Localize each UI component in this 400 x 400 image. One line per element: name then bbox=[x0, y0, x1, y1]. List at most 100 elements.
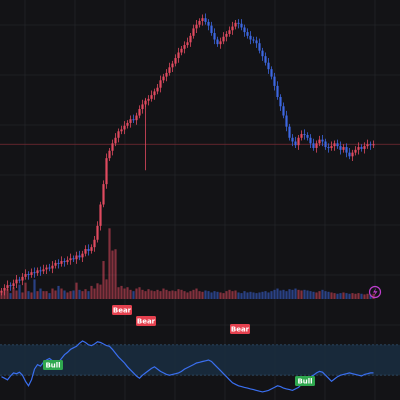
volume-bar bbox=[210, 292, 213, 299]
volume-bar bbox=[132, 291, 135, 299]
volume-bar bbox=[39, 288, 42, 299]
volume-bar bbox=[258, 292, 261, 299]
candle-body bbox=[225, 33, 228, 37]
candle-body bbox=[39, 270, 42, 272]
signal-tags: Bull Bear Bear Bear Bull bbox=[43, 305, 315, 386]
candle-body bbox=[258, 43, 261, 51]
candle-body bbox=[207, 21, 210, 26]
candle-body bbox=[204, 18, 207, 22]
signal-tag-bull: Bull bbox=[295, 376, 315, 386]
candle-body bbox=[357, 147, 360, 150]
volume-bar bbox=[162, 288, 165, 299]
candlestick-series bbox=[0, 13, 375, 296]
candle-body bbox=[24, 274, 27, 277]
candle-body bbox=[288, 126, 291, 138]
volume-bar bbox=[261, 291, 264, 299]
volume-bar bbox=[51, 288, 54, 299]
candle-body bbox=[0, 290, 3, 293]
candle-body bbox=[126, 122, 129, 126]
candle-body bbox=[141, 104, 144, 110]
candle-body bbox=[309, 137, 312, 144]
volume-bar bbox=[282, 289, 285, 299]
candle-body bbox=[150, 95, 153, 99]
volume-bar bbox=[363, 294, 366, 299]
volume-bar bbox=[150, 290, 153, 299]
signal-tag-bull: Bull bbox=[43, 360, 63, 370]
volume-bar bbox=[348, 293, 351, 299]
volume-bar bbox=[123, 288, 126, 299]
candle-body bbox=[264, 56, 267, 63]
signal-tag-box bbox=[43, 360, 63, 370]
volume-bar bbox=[321, 289, 324, 299]
candle-body bbox=[63, 261, 66, 263]
candle-body bbox=[48, 267, 51, 269]
candle-body bbox=[363, 146, 366, 149]
candle-body bbox=[84, 249, 87, 254]
volume-bar bbox=[21, 292, 24, 299]
candle-body bbox=[348, 152, 351, 157]
volume-bar bbox=[90, 285, 93, 299]
candle-body bbox=[252, 39, 255, 41]
volume-bar bbox=[138, 287, 141, 299]
signal-tag-label: Bear bbox=[113, 307, 132, 315]
candle-body bbox=[228, 30, 231, 34]
candle-body bbox=[168, 67, 171, 73]
volume-bar bbox=[75, 282, 78, 299]
candle-body bbox=[216, 39, 219, 45]
volume-bar bbox=[186, 292, 189, 299]
volume-bar bbox=[117, 287, 120, 299]
candle-body bbox=[330, 146, 333, 148]
candle-body bbox=[147, 98, 150, 101]
volume-bar bbox=[159, 291, 162, 299]
candle-body bbox=[57, 262, 60, 264]
volume-bar bbox=[105, 279, 108, 299]
volume-bar bbox=[312, 291, 315, 299]
volume-bar bbox=[54, 290, 57, 299]
candle-body bbox=[30, 272, 33, 275]
volume-bar bbox=[171, 290, 174, 299]
candle-body bbox=[15, 279, 18, 284]
signal-tag-box bbox=[112, 305, 132, 315]
candle-body bbox=[114, 137, 117, 144]
candle-body bbox=[81, 253, 84, 258]
candle-body bbox=[261, 50, 264, 57]
candle-body bbox=[270, 69, 273, 77]
candle-body bbox=[372, 144, 375, 146]
volume-bar bbox=[57, 285, 60, 299]
volume-bar bbox=[285, 291, 288, 299]
candle-body bbox=[210, 25, 213, 34]
candle-body bbox=[345, 147, 348, 153]
volume-bar bbox=[84, 289, 87, 299]
volume-bar bbox=[42, 291, 45, 299]
candle-body bbox=[27, 274, 30, 276]
volume-bar bbox=[183, 291, 186, 299]
volume-bar bbox=[369, 294, 372, 299]
candle-body bbox=[183, 45, 186, 49]
volume-bar bbox=[255, 293, 258, 299]
volume-bar bbox=[339, 293, 342, 299]
candle-body bbox=[201, 18, 204, 21]
candle-body bbox=[237, 22, 240, 24]
candle-body bbox=[285, 115, 288, 127]
candle-body bbox=[111, 143, 114, 151]
candle-body bbox=[351, 152, 354, 157]
lightning-circle-icon[interactable] bbox=[368, 285, 382, 299]
oscillator-band bbox=[0, 344, 400, 376]
candle-body bbox=[198, 20, 201, 25]
candle-body bbox=[282, 106, 285, 116]
candle-body bbox=[153, 91, 156, 96]
candle-body bbox=[291, 137, 294, 142]
volume-bar bbox=[147, 289, 150, 299]
candle-body bbox=[189, 35, 192, 43]
candle-body bbox=[93, 239, 96, 248]
candle-body bbox=[132, 119, 135, 121]
candle-body bbox=[339, 146, 342, 150]
volume-bar bbox=[372, 293, 375, 299]
volume-bar bbox=[240, 293, 243, 299]
candle-body bbox=[360, 147, 363, 149]
candle-body bbox=[294, 141, 297, 146]
candle-body bbox=[195, 24, 198, 29]
candle-body bbox=[321, 139, 324, 142]
volume-bar bbox=[195, 288, 198, 299]
candle-body bbox=[117, 131, 120, 138]
